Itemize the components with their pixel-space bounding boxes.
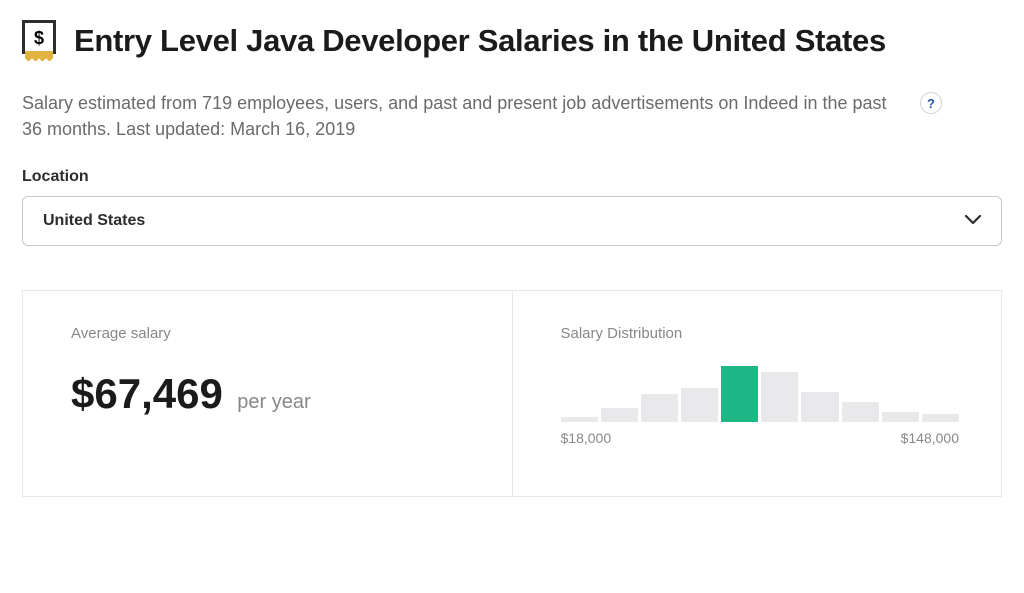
help-button[interactable]: ? bbox=[920, 92, 942, 114]
distribution-bar bbox=[601, 408, 638, 422]
average-salary-amount: $67,469 bbox=[71, 370, 223, 418]
average-salary-unit: per year bbox=[237, 391, 310, 413]
distribution-panel: Salary Distribution $18,000 $148,000 bbox=[512, 291, 1002, 496]
distribution-bar bbox=[882, 412, 919, 422]
distribution-bar bbox=[842, 402, 879, 422]
average-salary-panel: Average salary $67,469 per year bbox=[23, 291, 512, 496]
help-icon: ? bbox=[927, 96, 935, 111]
distribution-bar bbox=[801, 392, 838, 422]
salary-badge-glyph: $ bbox=[34, 28, 44, 49]
distribution-axis-min: $18,000 bbox=[561, 430, 612, 446]
distribution-bar bbox=[641, 394, 678, 422]
location-label: Location bbox=[22, 168, 1002, 186]
salary-panels: Average salary $67,469 per year Salary D… bbox=[22, 290, 1002, 497]
subheader-text: Salary estimated from 719 employees, use… bbox=[22, 90, 902, 142]
location-selected-value: United States bbox=[43, 212, 145, 230]
distribution-label: Salary Distribution bbox=[561, 325, 960, 342]
location-select[interactable]: United States bbox=[22, 196, 1002, 246]
distribution-bar bbox=[561, 417, 598, 422]
chevron-down-icon bbox=[965, 212, 981, 230]
salary-badge-icon: $ bbox=[22, 20, 56, 62]
average-salary-label: Average salary bbox=[71, 325, 470, 342]
distribution-bar bbox=[922, 414, 959, 422]
distribution-bar bbox=[761, 372, 798, 422]
distribution-bar bbox=[721, 366, 758, 422]
page-title: Entry Level Java Developer Salaries in t… bbox=[74, 23, 886, 59]
distribution-axis-max: $148,000 bbox=[901, 430, 959, 446]
distribution-bars bbox=[561, 366, 960, 422]
distribution-bar bbox=[681, 388, 718, 422]
